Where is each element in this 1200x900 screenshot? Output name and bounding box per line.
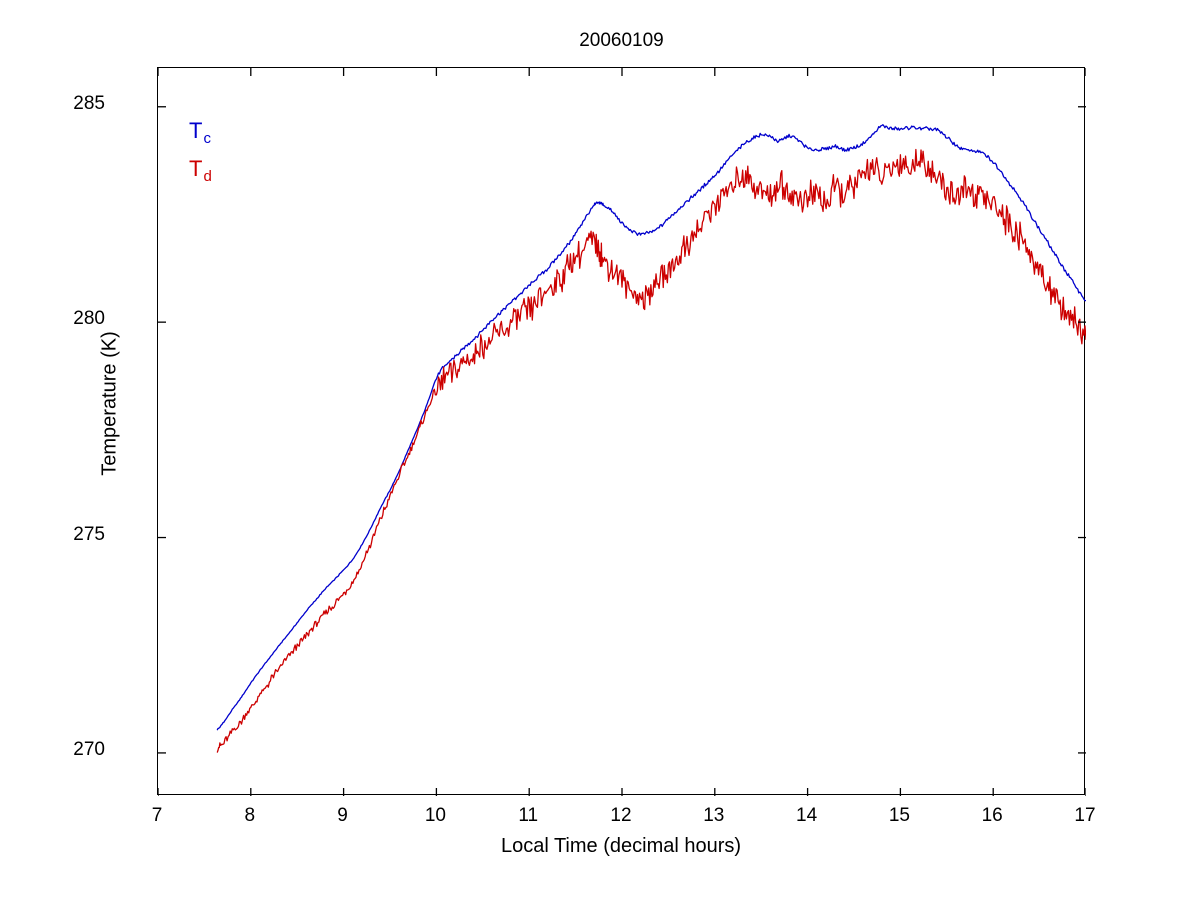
series-line-td bbox=[216, 148, 1086, 753]
x-tick-label: 7 bbox=[151, 805, 163, 826]
y-tick-label: 285 bbox=[73, 92, 105, 114]
x-tick-label: 15 bbox=[888, 805, 910, 826]
x-tick-label: 13 bbox=[703, 805, 725, 826]
y-tick-label: 275 bbox=[73, 523, 105, 545]
x-axis-label: Local Time (decimal hours) bbox=[500, 835, 742, 857]
axis-ticks-layer bbox=[158, 68, 1086, 796]
x-tick-label: 8 bbox=[244, 805, 256, 826]
x-tick-label: 11 bbox=[518, 805, 539, 826]
series-layer bbox=[216, 124, 1086, 753]
plot-area bbox=[157, 67, 1086, 796]
legend-entry-td: Td bbox=[189, 156, 212, 186]
y-tick-label: 270 bbox=[73, 738, 105, 760]
series-line-tc bbox=[216, 124, 1086, 731]
plot-svg bbox=[158, 68, 1086, 796]
legend-tc-base: T bbox=[189, 118, 203, 143]
legend-td-base: T bbox=[189, 156, 203, 181]
legend-tc-subscript: c bbox=[203, 130, 211, 148]
x-tick-label: 14 bbox=[796, 805, 818, 826]
legend-td-subscript: d bbox=[203, 168, 212, 186]
x-tick-label: 10 bbox=[424, 805, 446, 826]
y-axis-label: Temperature (K) bbox=[98, 331, 121, 476]
x-tick-label: 17 bbox=[1074, 805, 1096, 826]
x-tick-label: 16 bbox=[981, 805, 1003, 826]
x-tick-label: 9 bbox=[337, 805, 348, 826]
x-tick-label: 12 bbox=[610, 805, 632, 826]
chart-title: 20060109 bbox=[579, 30, 664, 51]
y-tick-label: 280 bbox=[73, 308, 105, 330]
legend-entry-tc: Tc bbox=[189, 118, 211, 148]
